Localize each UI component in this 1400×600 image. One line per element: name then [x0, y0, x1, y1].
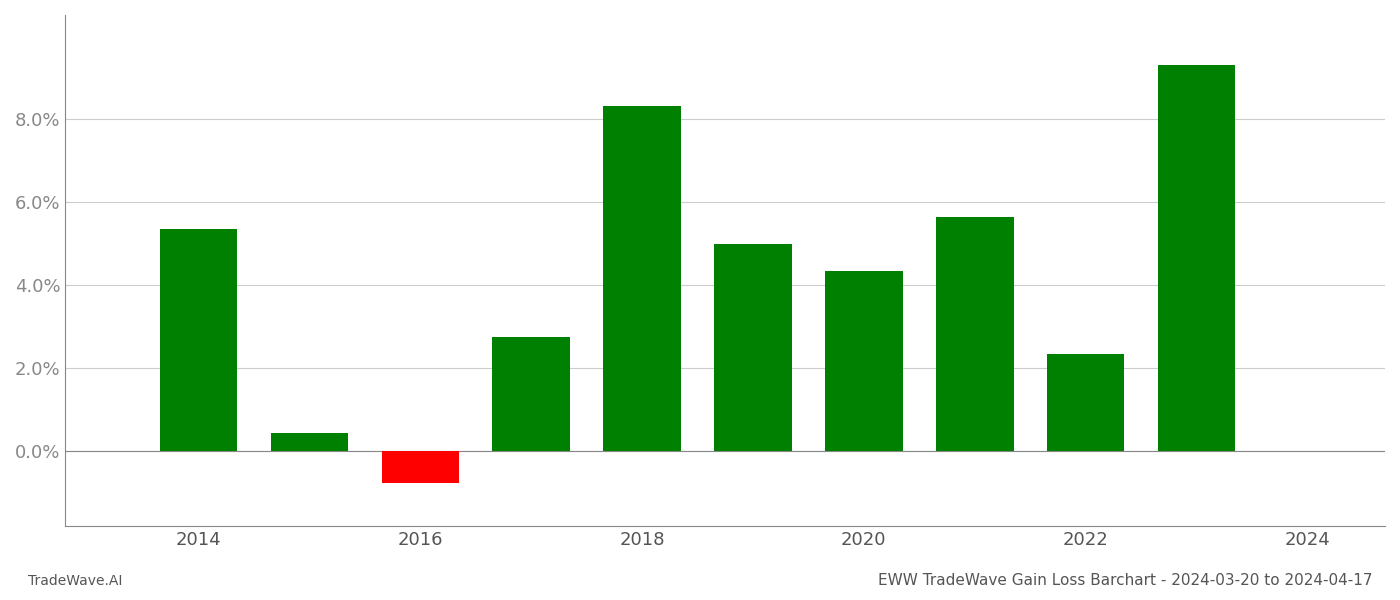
Bar	[382, 451, 459, 482]
Bar	[1158, 65, 1235, 451]
Text: EWW TradeWave Gain Loss Barchart - 2024-03-20 to 2024-04-17: EWW TradeWave Gain Loss Barchart - 2024-…	[878, 573, 1372, 588]
Bar	[1047, 353, 1124, 451]
Bar	[160, 229, 238, 451]
Bar	[603, 106, 680, 451]
Bar	[714, 244, 792, 451]
Bar	[937, 217, 1014, 451]
Text: TradeWave.AI: TradeWave.AI	[28, 574, 122, 588]
Bar	[270, 433, 349, 451]
Bar	[825, 271, 903, 451]
Bar	[493, 337, 570, 451]
